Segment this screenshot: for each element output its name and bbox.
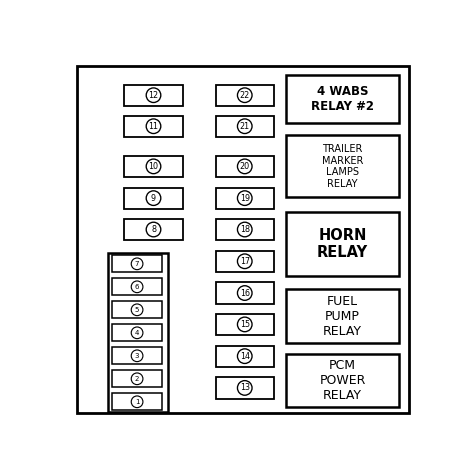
Circle shape [237,119,252,134]
Bar [112,324,162,341]
Text: 3: 3 [135,353,139,359]
Text: 22: 22 [240,91,250,100]
Text: 20: 20 [240,162,250,171]
Bar [216,314,274,335]
Text: 4: 4 [135,330,139,336]
Text: 11: 11 [148,122,158,131]
Text: 16: 16 [240,289,250,298]
Circle shape [131,350,143,362]
Bar [112,347,162,365]
Circle shape [237,88,252,102]
Circle shape [131,396,143,408]
Bar [216,219,274,240]
Bar [124,156,182,177]
Bar [286,212,399,276]
Bar [286,136,399,197]
Circle shape [237,159,252,173]
Text: PCM
POWER
RELAY: PCM POWER RELAY [319,359,366,402]
Text: 13: 13 [240,383,250,392]
Circle shape [237,191,252,205]
Circle shape [146,222,161,237]
Bar [286,289,399,343]
Bar [286,355,399,407]
Bar [216,346,274,367]
Text: FUEL
PUMP
RELAY: FUEL PUMP RELAY [323,294,362,337]
Circle shape [146,159,161,173]
Circle shape [131,373,143,384]
Text: 15: 15 [240,320,250,329]
Text: 5: 5 [135,307,139,313]
Circle shape [237,254,252,269]
Bar [112,278,162,295]
Circle shape [146,88,161,102]
Bar [216,188,274,209]
Circle shape [146,119,161,134]
Bar [108,253,168,411]
Text: 4 WABS
RELAY #2: 4 WABS RELAY #2 [311,85,374,113]
Text: 9: 9 [151,193,156,202]
Text: 14: 14 [240,352,250,361]
Text: 19: 19 [240,193,250,202]
Text: 2: 2 [135,376,139,382]
Bar [124,116,182,137]
Text: 1: 1 [135,399,139,405]
Circle shape [131,281,143,292]
Bar [124,85,182,106]
Text: 18: 18 [240,225,250,234]
Text: 10: 10 [148,162,158,171]
Bar [216,116,274,137]
Text: 8: 8 [151,225,156,234]
Bar [112,301,162,319]
Text: 21: 21 [240,122,250,131]
Circle shape [146,191,161,205]
Text: 12: 12 [148,91,159,100]
Circle shape [237,317,252,332]
Circle shape [237,286,252,301]
Circle shape [237,381,252,395]
Text: TRAILER
MARKER
LAMPS
RELAY: TRAILER MARKER LAMPS RELAY [322,144,363,189]
Text: 17: 17 [240,257,250,266]
Bar [216,251,274,272]
Bar [216,283,274,304]
Text: HORN
RELAY: HORN RELAY [317,228,368,260]
Bar [112,255,162,273]
Bar [124,188,182,209]
Circle shape [131,304,143,316]
Circle shape [131,258,143,270]
Bar [216,85,274,106]
Bar [112,393,162,410]
Bar [286,75,399,123]
Circle shape [237,222,252,237]
Bar [112,370,162,387]
Text: 7: 7 [135,261,139,267]
Bar [216,377,274,399]
Bar [216,156,274,177]
Circle shape [237,349,252,364]
Bar [124,219,182,240]
Circle shape [131,327,143,338]
Text: 6: 6 [135,284,139,290]
